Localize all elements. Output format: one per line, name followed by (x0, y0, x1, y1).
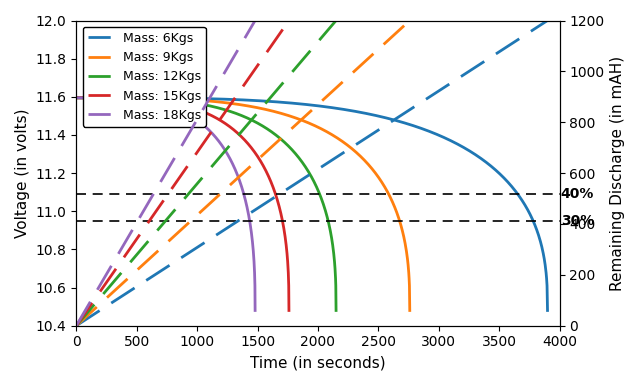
Legend: Mass: 6Kgs, Mass: 9Kgs, Mass: 12Kgs, Mass: 15Kgs, Mass: 18Kgs: Mass: 6Kgs, Mass: 9Kgs, Mass: 12Kgs, Mas… (83, 27, 206, 127)
Y-axis label: Voltage (in volts): Voltage (in volts) (15, 108, 30, 238)
Y-axis label: Remaining Discharge (in mAH): Remaining Discharge (in mAH) (610, 55, 625, 291)
X-axis label: Time (in seconds): Time (in seconds) (250, 355, 386, 370)
Text: 30%: 30% (561, 214, 594, 228)
Text: 40%: 40% (561, 187, 594, 201)
